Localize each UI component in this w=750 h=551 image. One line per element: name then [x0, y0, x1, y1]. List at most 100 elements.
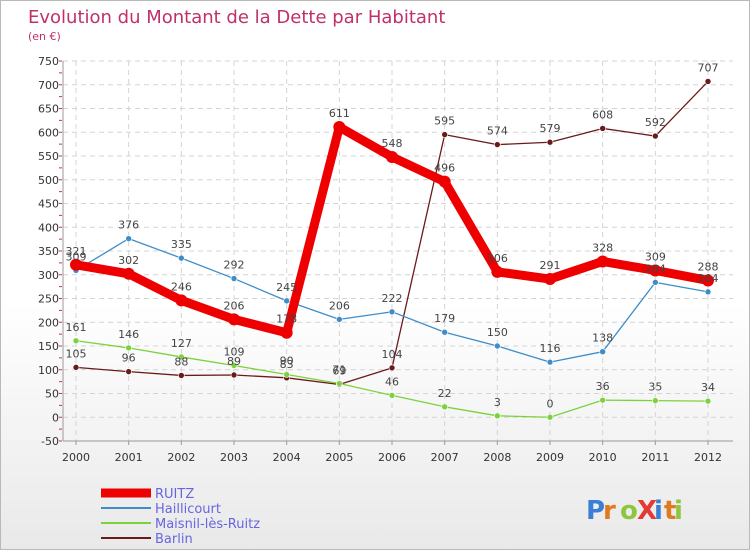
data-label: 36 [596, 380, 610, 393]
y-tick-label: 700 [38, 79, 59, 92]
proxiti-logo: Pr o Xi ti [586, 496, 683, 526]
y-tick-label: 100 [38, 364, 59, 377]
x-tick-label: 2006 [378, 451, 406, 464]
data-label: 138 [592, 332, 613, 345]
data-point [386, 150, 398, 163]
y-tick-label: 650 [38, 103, 59, 116]
data-label: 291 [540, 259, 561, 272]
x-tick-label: 2000 [62, 451, 90, 464]
x-tick-label: 2003 [220, 451, 248, 464]
data-point [228, 313, 240, 326]
legend-label: Barlin [155, 532, 193, 547]
y-tick-label: 50 [45, 388, 59, 401]
y-tick-label: 550 [38, 150, 59, 163]
data-point [333, 121, 346, 134]
data-label: 161 [66, 321, 87, 334]
x-tick-label: 2002 [167, 451, 195, 464]
data-label: 328 [592, 241, 613, 254]
data-point [546, 358, 554, 366]
data-label: 71 [332, 364, 346, 377]
data-label: 264 [698, 272, 719, 285]
x-tick-label: 2001 [115, 451, 143, 464]
data-label: 127 [171, 337, 192, 350]
data-label: 206 [224, 299, 245, 312]
data-label: 376 [118, 219, 139, 232]
data-point [599, 396, 606, 404]
data-label: 3 [494, 396, 501, 409]
data-point [438, 175, 451, 188]
y-tick-label: 750 [38, 55, 59, 68]
logo-letter: i [674, 496, 683, 526]
data-point [441, 328, 448, 336]
data-label: 35 [648, 381, 662, 394]
data-label: 309 [645, 250, 666, 263]
logo-letter: t [664, 496, 676, 526]
x-tick-label: 2005 [325, 451, 353, 464]
data-point [125, 344, 132, 352]
data-label: 579 [540, 122, 561, 135]
data-label: 548 [382, 137, 403, 150]
data-point [652, 279, 659, 286]
data-point [441, 403, 448, 411]
data-point [491, 265, 504, 278]
x-tick-label: 2008 [483, 451, 511, 464]
data-point [494, 342, 501, 350]
data-point [125, 235, 132, 242]
x-tick-label: 2009 [536, 451, 564, 464]
data-point [125, 368, 132, 375]
axes: -500501001502002503003504004505005506006… [38, 55, 733, 464]
data-point [388, 308, 396, 316]
data-point [388, 364, 396, 372]
y-tick-label: 300 [38, 269, 59, 282]
data-point [178, 372, 185, 379]
data-point [175, 294, 188, 307]
logo-letter: X [637, 496, 657, 526]
data-label: 302 [118, 254, 139, 267]
data-label: 90 [280, 355, 294, 368]
data-point [280, 326, 293, 339]
data-point [336, 380, 343, 387]
data-label: 245 [276, 281, 297, 294]
data-point [704, 78, 712, 85]
data-label: 34 [701, 381, 715, 394]
logo-letter: P [586, 496, 605, 526]
data-point [336, 316, 343, 323]
x-tick-label: 2010 [589, 451, 617, 464]
data-label: 89 [227, 355, 241, 368]
y-tick-label: 250 [38, 293, 59, 306]
y-tick-label: 500 [38, 174, 59, 187]
data-label: 109 [224, 345, 245, 358]
data-point [546, 138, 554, 146]
logo-letter: i [654, 496, 663, 526]
data-point [599, 348, 606, 356]
y-tick-label: 200 [38, 316, 59, 329]
x-tick-label: 2004 [273, 451, 301, 464]
data-label: 608 [592, 108, 613, 121]
chart-subtitle: (en €) [28, 30, 61, 43]
data-point [544, 273, 556, 286]
data-label: 150 [487, 326, 508, 339]
data-label: 306 [487, 252, 508, 265]
data-label: 178 [276, 313, 297, 326]
data-point [596, 255, 609, 268]
data-label: 335 [171, 238, 192, 251]
data-labels: 3213022462061786115484963062913283092883… [66, 61, 719, 410]
data-label: 179 [434, 312, 455, 325]
data-label: 104 [382, 348, 403, 361]
data-label: 292 [224, 259, 245, 272]
data-point [494, 141, 501, 148]
logo-letter: r [603, 496, 616, 526]
data-label: 22 [438, 387, 452, 400]
data-point [178, 254, 185, 262]
data-point [230, 275, 238, 282]
data-label: 116 [540, 342, 561, 355]
data-label: 574 [487, 125, 508, 138]
data-label: 0 [547, 397, 554, 410]
data-point [283, 297, 290, 305]
data-point [441, 131, 448, 138]
data-point [230, 371, 238, 379]
data-point [122, 267, 135, 280]
legend-label: Maisnil-lès-Ruitz [155, 517, 260, 532]
